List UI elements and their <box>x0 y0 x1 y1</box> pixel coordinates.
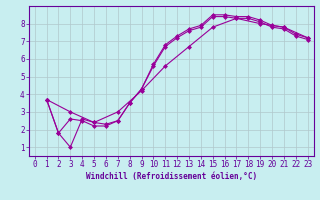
X-axis label: Windchill (Refroidissement éolien,°C): Windchill (Refroidissement éolien,°C) <box>86 172 257 181</box>
